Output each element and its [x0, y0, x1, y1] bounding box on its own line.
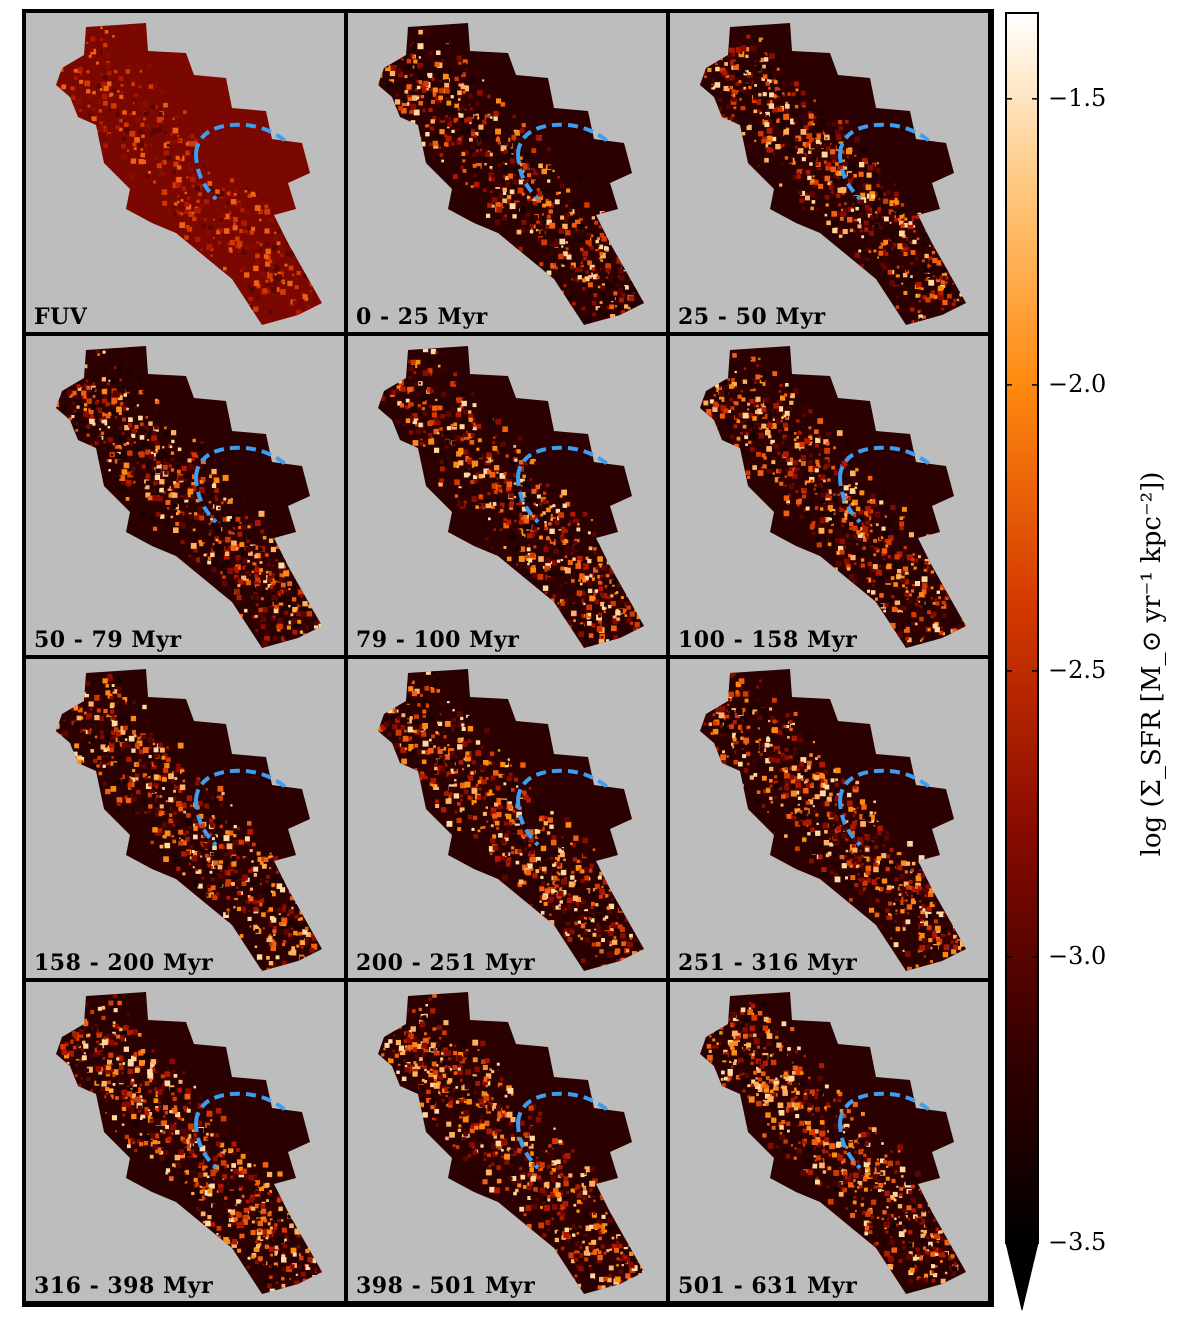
- sfr-map: [378, 23, 644, 325]
- map-panel: 0 - 25 Myr: [348, 13, 666, 332]
- dashed-contour: [838, 1091, 934, 1170]
- sfr-map: [56, 992, 322, 1294]
- dashed-contour: [194, 768, 290, 847]
- panel-grid: FUV 0 - 25 Myr 25 - 50 Myr 50 - 79 Myr 79 - …: [22, 9, 994, 1307]
- colorbar-extend-arrow: [1005, 1242, 1039, 1311]
- panel-label: 79 - 100 Myr: [356, 627, 520, 653]
- colorbar-tick-label: −2.0: [1048, 369, 1107, 398]
- panel-label: 158 - 200 Myr: [34, 950, 214, 976]
- map-panel: 79 - 100 Myr: [348, 336, 666, 655]
- sfr-map: [700, 669, 966, 971]
- dashed-contour: [516, 445, 612, 524]
- dashed-contour: [194, 445, 290, 524]
- map-panel: 316 - 398 Myr: [26, 982, 344, 1301]
- panel-label: 0 - 25 Myr: [356, 304, 488, 330]
- dashed-contour: [516, 768, 612, 847]
- colorbar-tick-label: −3.0: [1048, 941, 1107, 970]
- colorbar-title: log (Σ_SFR [M_⊙ yr⁻¹ kpc⁻²]): [1137, 471, 1167, 857]
- colorbar-gradient: [1005, 12, 1039, 1244]
- colorbar-tick-label: −2.5: [1048, 655, 1107, 684]
- map-panel: 501 - 631 Myr: [670, 982, 988, 1301]
- dashed-contour: [838, 445, 934, 524]
- panel-label: 25 - 50 Myr: [678, 304, 826, 330]
- sfr-map: [378, 346, 644, 648]
- panel-label: 100 - 158 Myr: [678, 627, 858, 653]
- speckle-layer: [700, 23, 966, 325]
- galaxy-footprint: [378, 992, 644, 1294]
- panel-label: 251 - 316 Myr: [678, 950, 858, 976]
- speckle-layer: [378, 23, 644, 325]
- sfr-map: [378, 992, 644, 1294]
- dashed-contour: [516, 1091, 612, 1170]
- panel-label: 398 - 501 Myr: [356, 1273, 536, 1299]
- map-panel: 398 - 501 Myr: [348, 982, 666, 1301]
- panel-label: 50 - 79 Myr: [34, 627, 182, 653]
- panel-label: FUV: [34, 304, 88, 330]
- map-panel: 25 - 50 Myr: [670, 13, 988, 332]
- map-panel: 251 - 316 Myr: [670, 659, 988, 978]
- speckle-layer: [378, 346, 644, 648]
- map-panel: 100 - 158 Myr: [670, 336, 988, 655]
- map-panel: 200 - 251 Myr: [348, 659, 666, 978]
- dashed-contour: [838, 122, 934, 201]
- map-panel: 50 - 79 Myr: [26, 336, 344, 655]
- map-panel: FUV: [26, 13, 344, 332]
- sfr-map: [378, 669, 644, 971]
- colorbar-tick-label: −3.5: [1048, 1228, 1107, 1256]
- dashed-contour: [838, 768, 934, 847]
- sfr-map: [700, 23, 966, 325]
- colorbar-tick-label: −1.5: [1048, 83, 1107, 112]
- speckle-layer: [700, 992, 966, 1294]
- sfr-map: [700, 346, 966, 648]
- dashed-contour: [516, 122, 612, 201]
- map-panel: 158 - 200 Myr: [26, 659, 344, 978]
- dashed-contour: [194, 1091, 290, 1170]
- dashed-contour: [194, 122, 290, 201]
- panel-label: 316 - 398 Myr: [34, 1273, 214, 1299]
- sfr-map: [56, 669, 322, 971]
- panel-label: 200 - 251 Myr: [356, 950, 536, 976]
- sfr-map: [56, 23, 322, 325]
- panel-label: 501 - 631 Myr: [678, 1273, 858, 1299]
- speckle-layer: [56, 669, 322, 971]
- sfr-map: [56, 346, 322, 648]
- sfr-map: [700, 992, 966, 1294]
- colorbar: [1005, 12, 1039, 1311]
